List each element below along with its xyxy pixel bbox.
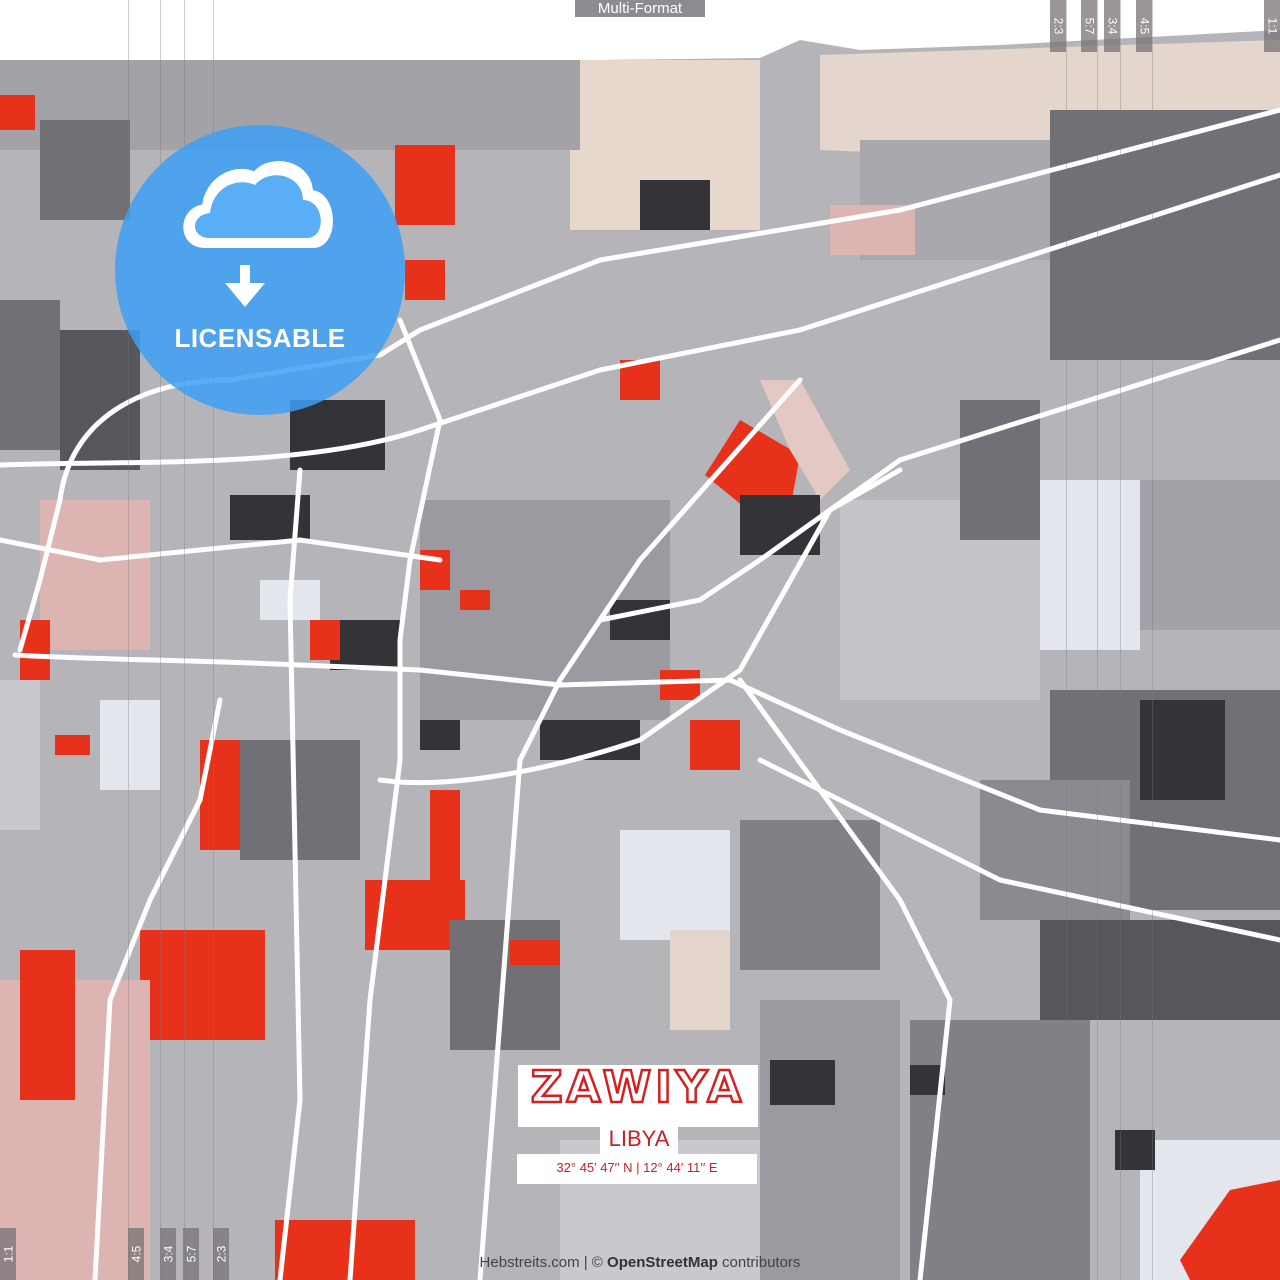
crop-guide bbox=[1120, 0, 1121, 1280]
ratio-marker-top: 4:5 bbox=[1136, 0, 1152, 52]
format-label: Multi-Format bbox=[575, 0, 705, 17]
country-name: LIBYA bbox=[608, 1126, 670, 1151]
cloud-download-icon bbox=[183, 161, 333, 307]
ratio-marker-bottom: 2:3 bbox=[213, 1228, 229, 1280]
ratio-marker-bottom: 1:1 bbox=[0, 1228, 16, 1280]
ratio-marker-top: 1:1 bbox=[1264, 0, 1280, 52]
badge-label: LICENSABLE bbox=[174, 323, 346, 353]
ratio-marker-top: 2:3 bbox=[1050, 0, 1066, 52]
ratio-marker-bottom: 4:5 bbox=[128, 1228, 144, 1280]
crop-guide bbox=[1152, 0, 1153, 1280]
attribution-site[interactable]: Hebstreits.com bbox=[479, 1254, 580, 1271]
ratio-marker-top: 5:7 bbox=[1081, 0, 1097, 52]
city-title: ZAWIYA bbox=[529, 1061, 746, 1115]
crop-guide bbox=[184, 0, 185, 1280]
roads bbox=[0, 107, 1280, 1280]
ratio-label: 4:5 bbox=[1137, 17, 1151, 35]
crop-guide bbox=[160, 0, 161, 1280]
country-background bbox=[600, 1126, 678, 1154]
ratio-marker-top: 3:4 bbox=[1104, 0, 1120, 52]
licensable-badge[interactable]: LICENSABLE bbox=[115, 125, 405, 415]
ratio-label: 5:7 bbox=[1082, 17, 1096, 35]
crop-guide bbox=[213, 0, 214, 1280]
sea bbox=[0, 0, 1280, 62]
coordinates: 32° 45′ 47′′ N | 12° 44′ 11′′ E bbox=[556, 1160, 718, 1175]
crop-guide bbox=[128, 0, 129, 1280]
crop-guide bbox=[1066, 0, 1067, 1280]
ratio-label: 1:1 bbox=[1265, 17, 1279, 35]
attribution-osm[interactable]: OpenStreetMap bbox=[607, 1254, 718, 1271]
attribution: Hebstreits.com | © OpenStreetMap contrib… bbox=[0, 1250, 1280, 1276]
coordinates-background bbox=[517, 1154, 757, 1184]
attribution-separator: | © bbox=[579, 1254, 608, 1271]
ratio-label: 3:4 bbox=[1105, 17, 1119, 35]
title-background bbox=[518, 1065, 758, 1127]
attribution-suffix: contributors bbox=[717, 1254, 801, 1271]
ratio-label: 2:3 bbox=[1051, 17, 1065, 35]
crop-guide bbox=[1097, 0, 1098, 1280]
ratio-marker-bottom: 3:4 bbox=[160, 1228, 176, 1280]
ratio-marker-bottom: 5:7 bbox=[183, 1228, 199, 1280]
